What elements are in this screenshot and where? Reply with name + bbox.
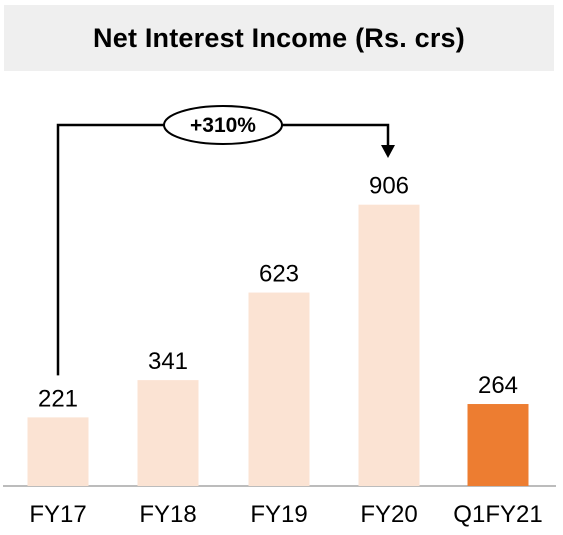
value-label-fy17: 221 <box>38 385 78 412</box>
bar-fy18 <box>137 380 199 486</box>
chart-title: Net Interest Income (Rs. crs) <box>93 22 465 53</box>
category-label-fy17: FY17 <box>29 501 86 528</box>
growth-badge <box>163 105 283 145</box>
value-label-fy18: 341 <box>148 348 188 375</box>
value-label-fy19: 623 <box>259 261 299 288</box>
value-label-fy20: 906 <box>369 173 409 200</box>
value-label-q1fy21: 264 <box>478 372 518 399</box>
bar-fy17 <box>27 417 89 486</box>
bar-fy19 <box>248 292 310 486</box>
category-label-fy20: FY20 <box>360 501 417 528</box>
category-label-q1fy21: Q1FY21 <box>453 501 542 528</box>
growth-bracket-line <box>56 123 390 376</box>
bar-fy20 <box>358 204 420 486</box>
bar-q1fy21 <box>467 404 529 486</box>
growth-badge-label: +310% <box>190 114 256 137</box>
category-label-fy18: FY18 <box>139 501 196 528</box>
chart-title-banner: Net Interest Income (Rs. crs) <box>4 5 554 71</box>
category-label-fy19: FY19 <box>250 501 307 528</box>
growth-arrowhead <box>381 145 395 158</box>
